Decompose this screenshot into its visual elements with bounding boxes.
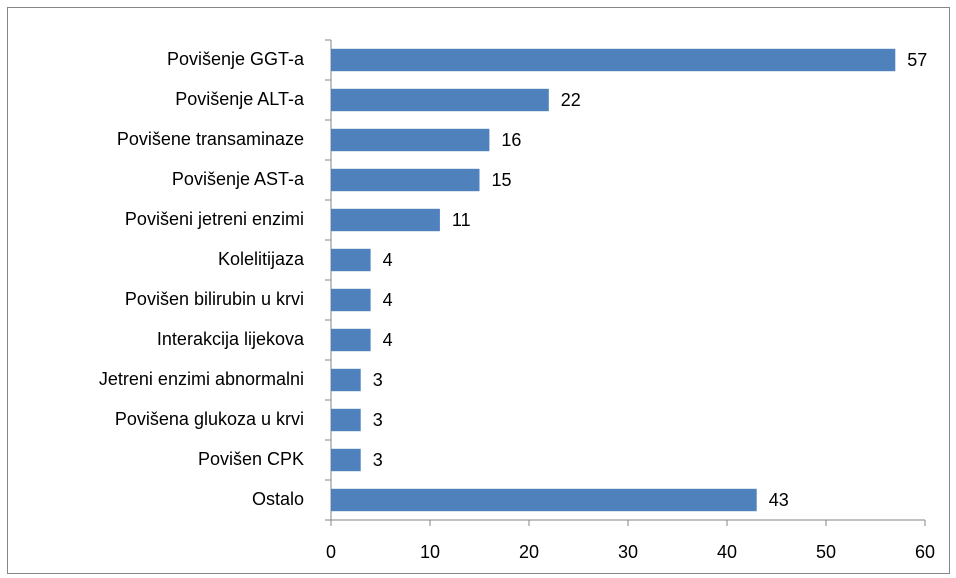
data-label: 15 xyxy=(492,170,512,190)
x-tick-label: 20 xyxy=(519,542,539,562)
y-tick-label: Povišeni jetreni enzimi xyxy=(125,209,304,229)
y-tick-label: Povišenje ALT-a xyxy=(175,89,305,109)
bar xyxy=(331,288,371,312)
y-tick-label: Povišen bilirubin u krvi xyxy=(125,289,304,309)
bar xyxy=(331,368,361,392)
y-tick-label: Povišenje GGT-a xyxy=(167,49,305,69)
y-tick-label: Povišena glukoza u krvi xyxy=(115,409,304,429)
y-tick-label: Interakcija lijekova xyxy=(157,329,305,349)
x-tick-label: 40 xyxy=(717,542,737,562)
data-label: 4 xyxy=(383,290,393,310)
bar xyxy=(331,408,361,432)
bar xyxy=(331,248,371,272)
data-label: 4 xyxy=(383,330,393,350)
y-tick-label: Povišenje AST-a xyxy=(172,169,305,189)
data-label: 11 xyxy=(452,210,471,230)
bar xyxy=(331,448,361,472)
y-tick-label: Ostalo xyxy=(252,489,304,509)
x-tick-label: 60 xyxy=(915,542,935,562)
bar xyxy=(331,168,480,192)
y-tick-label: Povišen CPK xyxy=(198,449,304,469)
bar xyxy=(331,88,549,112)
y-tick-label: Povišene transaminaze xyxy=(117,129,304,149)
y-tick-label: Jetreni enzimi abnormalni xyxy=(99,369,304,389)
bar xyxy=(331,208,440,232)
y-tick-label: Kolelitijaza xyxy=(218,249,305,269)
data-label: 16 xyxy=(501,130,521,150)
x-tick-label: 10 xyxy=(420,542,440,562)
x-tick-label: 30 xyxy=(618,542,638,562)
data-label: 3 xyxy=(373,370,383,390)
data-label: 57 xyxy=(907,50,927,70)
bar xyxy=(331,48,896,72)
data-label: 43 xyxy=(769,490,789,510)
x-tick-label: 50 xyxy=(816,542,836,562)
data-label: 4 xyxy=(383,250,393,270)
bar xyxy=(331,128,490,152)
data-label: 3 xyxy=(373,450,383,470)
bar xyxy=(331,328,371,352)
x-tick-label: 0 xyxy=(326,542,336,562)
bar xyxy=(331,488,757,512)
data-label: 3 xyxy=(373,410,383,430)
data-label: 22 xyxy=(561,90,581,110)
